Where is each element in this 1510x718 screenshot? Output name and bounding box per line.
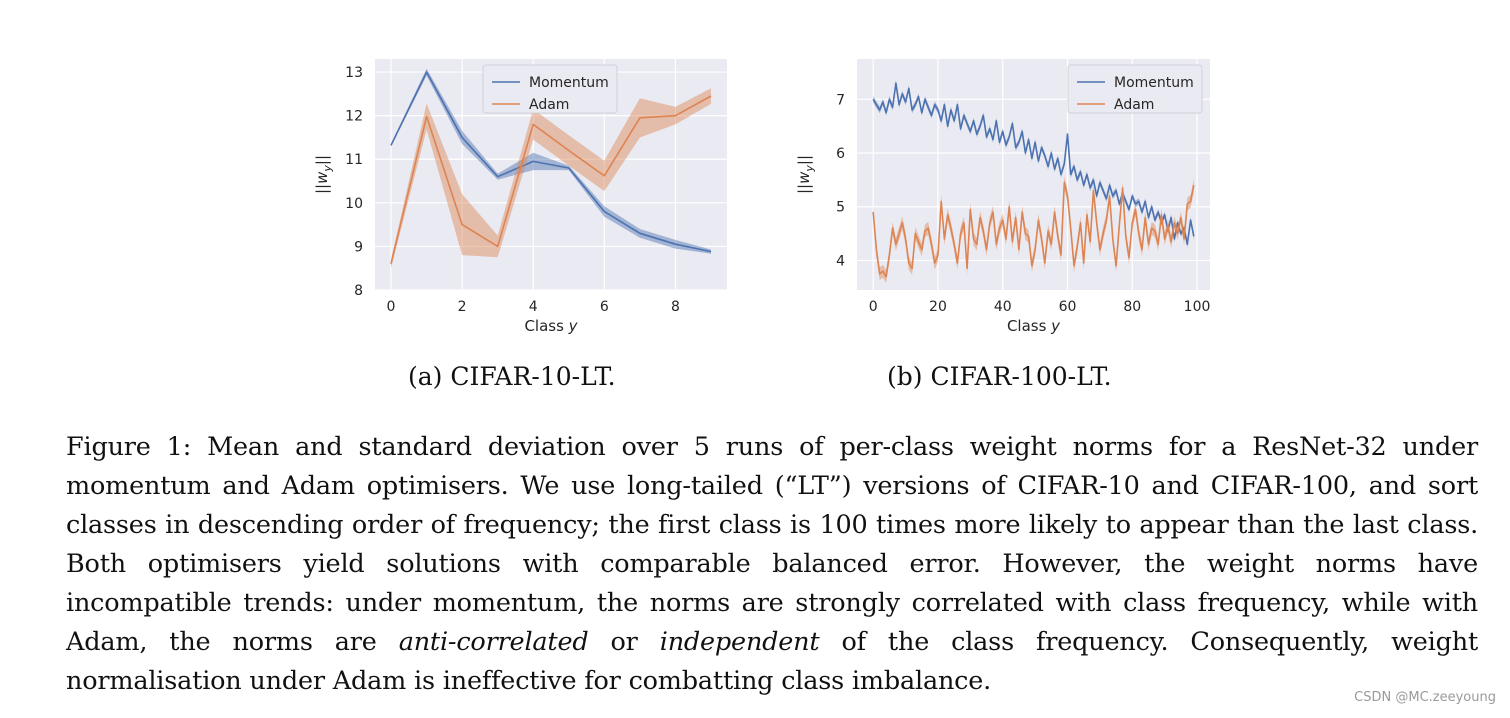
x-tick-label: 8: [671, 299, 680, 315]
caption-emphasis-1: anti-correlated: [398, 627, 589, 657]
y-label-bars: ||: [313, 155, 331, 165]
y-tick-label: 12: [345, 109, 363, 125]
series-line-adam: [390, 95, 712, 264]
legend-label-adam: Adam: [1114, 97, 1154, 113]
legend-label-adam: Adam: [529, 97, 569, 113]
x-tick-label: 0: [387, 299, 396, 315]
y-tick-label: 13: [345, 65, 363, 81]
y-tick-label: 8: [354, 283, 363, 299]
x-tick-label: 2: [458, 299, 467, 315]
series-line-momentum: [390, 71, 712, 253]
y-tick-label: 7: [836, 92, 845, 108]
x-tick-label: 80: [1123, 299, 1141, 315]
x-tick-label: 4: [529, 299, 538, 315]
x-axis-label: Class y: [524, 317, 578, 335]
legend-box: [482, 64, 618, 114]
x-tick-label: 6: [600, 299, 609, 315]
y-label-w: w: [313, 171, 331, 184]
y-axis-label: ||wy||: [795, 155, 816, 194]
y-label-bars: ||: [795, 155, 813, 165]
x-tick-label: 40: [994, 299, 1012, 315]
y-tick-label: 4: [836, 253, 845, 269]
y-axis-label: ||wy||: [313, 155, 334, 194]
x-axis-label-var: y: [1050, 317, 1061, 335]
x-tick-label: 0: [869, 299, 878, 315]
caption-emphasis-2: independent: [659, 627, 820, 657]
watermark: CSDN @MC.zeeyoung: [1354, 690, 1496, 705]
y-label-bars: ||: [313, 184, 331, 194]
y-tick-label: 5: [836, 200, 845, 216]
caption-text-1: Figure 1: Mean and standard deviation ov…: [66, 432, 1478, 657]
legend-label-momentum: Momentum: [1114, 75, 1194, 91]
series-line-momentum: [872, 82, 1195, 246]
subcaption-a: (a) CIFAR-10-LT.: [408, 362, 616, 391]
series-band-momentum: [391, 68, 711, 254]
y-tick-label: 9: [354, 239, 363, 255]
y-tick-label: 10: [345, 196, 363, 212]
legend-label-momentum: Momentum: [529, 75, 609, 91]
y-tick-label: 6: [836, 146, 845, 162]
x-axis-label-word: Class: [524, 317, 568, 335]
y-tick-label: 11: [345, 152, 363, 168]
caption-text-2: or: [588, 627, 660, 657]
y-label-w: w: [795, 171, 813, 184]
x-axis-label-var: y: [568, 317, 579, 335]
x-tick-label: 100: [1184, 299, 1211, 315]
legend-box: [1067, 64, 1203, 114]
x-tick-label: 60: [1059, 299, 1077, 315]
series-line-adam: [872, 181, 1195, 278]
y-label-bars: ||: [795, 184, 813, 194]
subcaption-b: (b) CIFAR-100-LT.: [887, 362, 1112, 391]
figure-caption: Figure 1: Mean and standard deviation ov…: [66, 428, 1478, 701]
x-tick-label: 20: [929, 299, 947, 315]
caption-text-3: of the class frequency. Consequently, we…: [66, 627, 1478, 696]
x-axis-label: Class y: [1007, 317, 1061, 335]
y-label-sub: y: [803, 165, 816, 173]
y-label-sub: y: [321, 165, 334, 173]
x-axis-label-word: Class: [1007, 317, 1051, 335]
